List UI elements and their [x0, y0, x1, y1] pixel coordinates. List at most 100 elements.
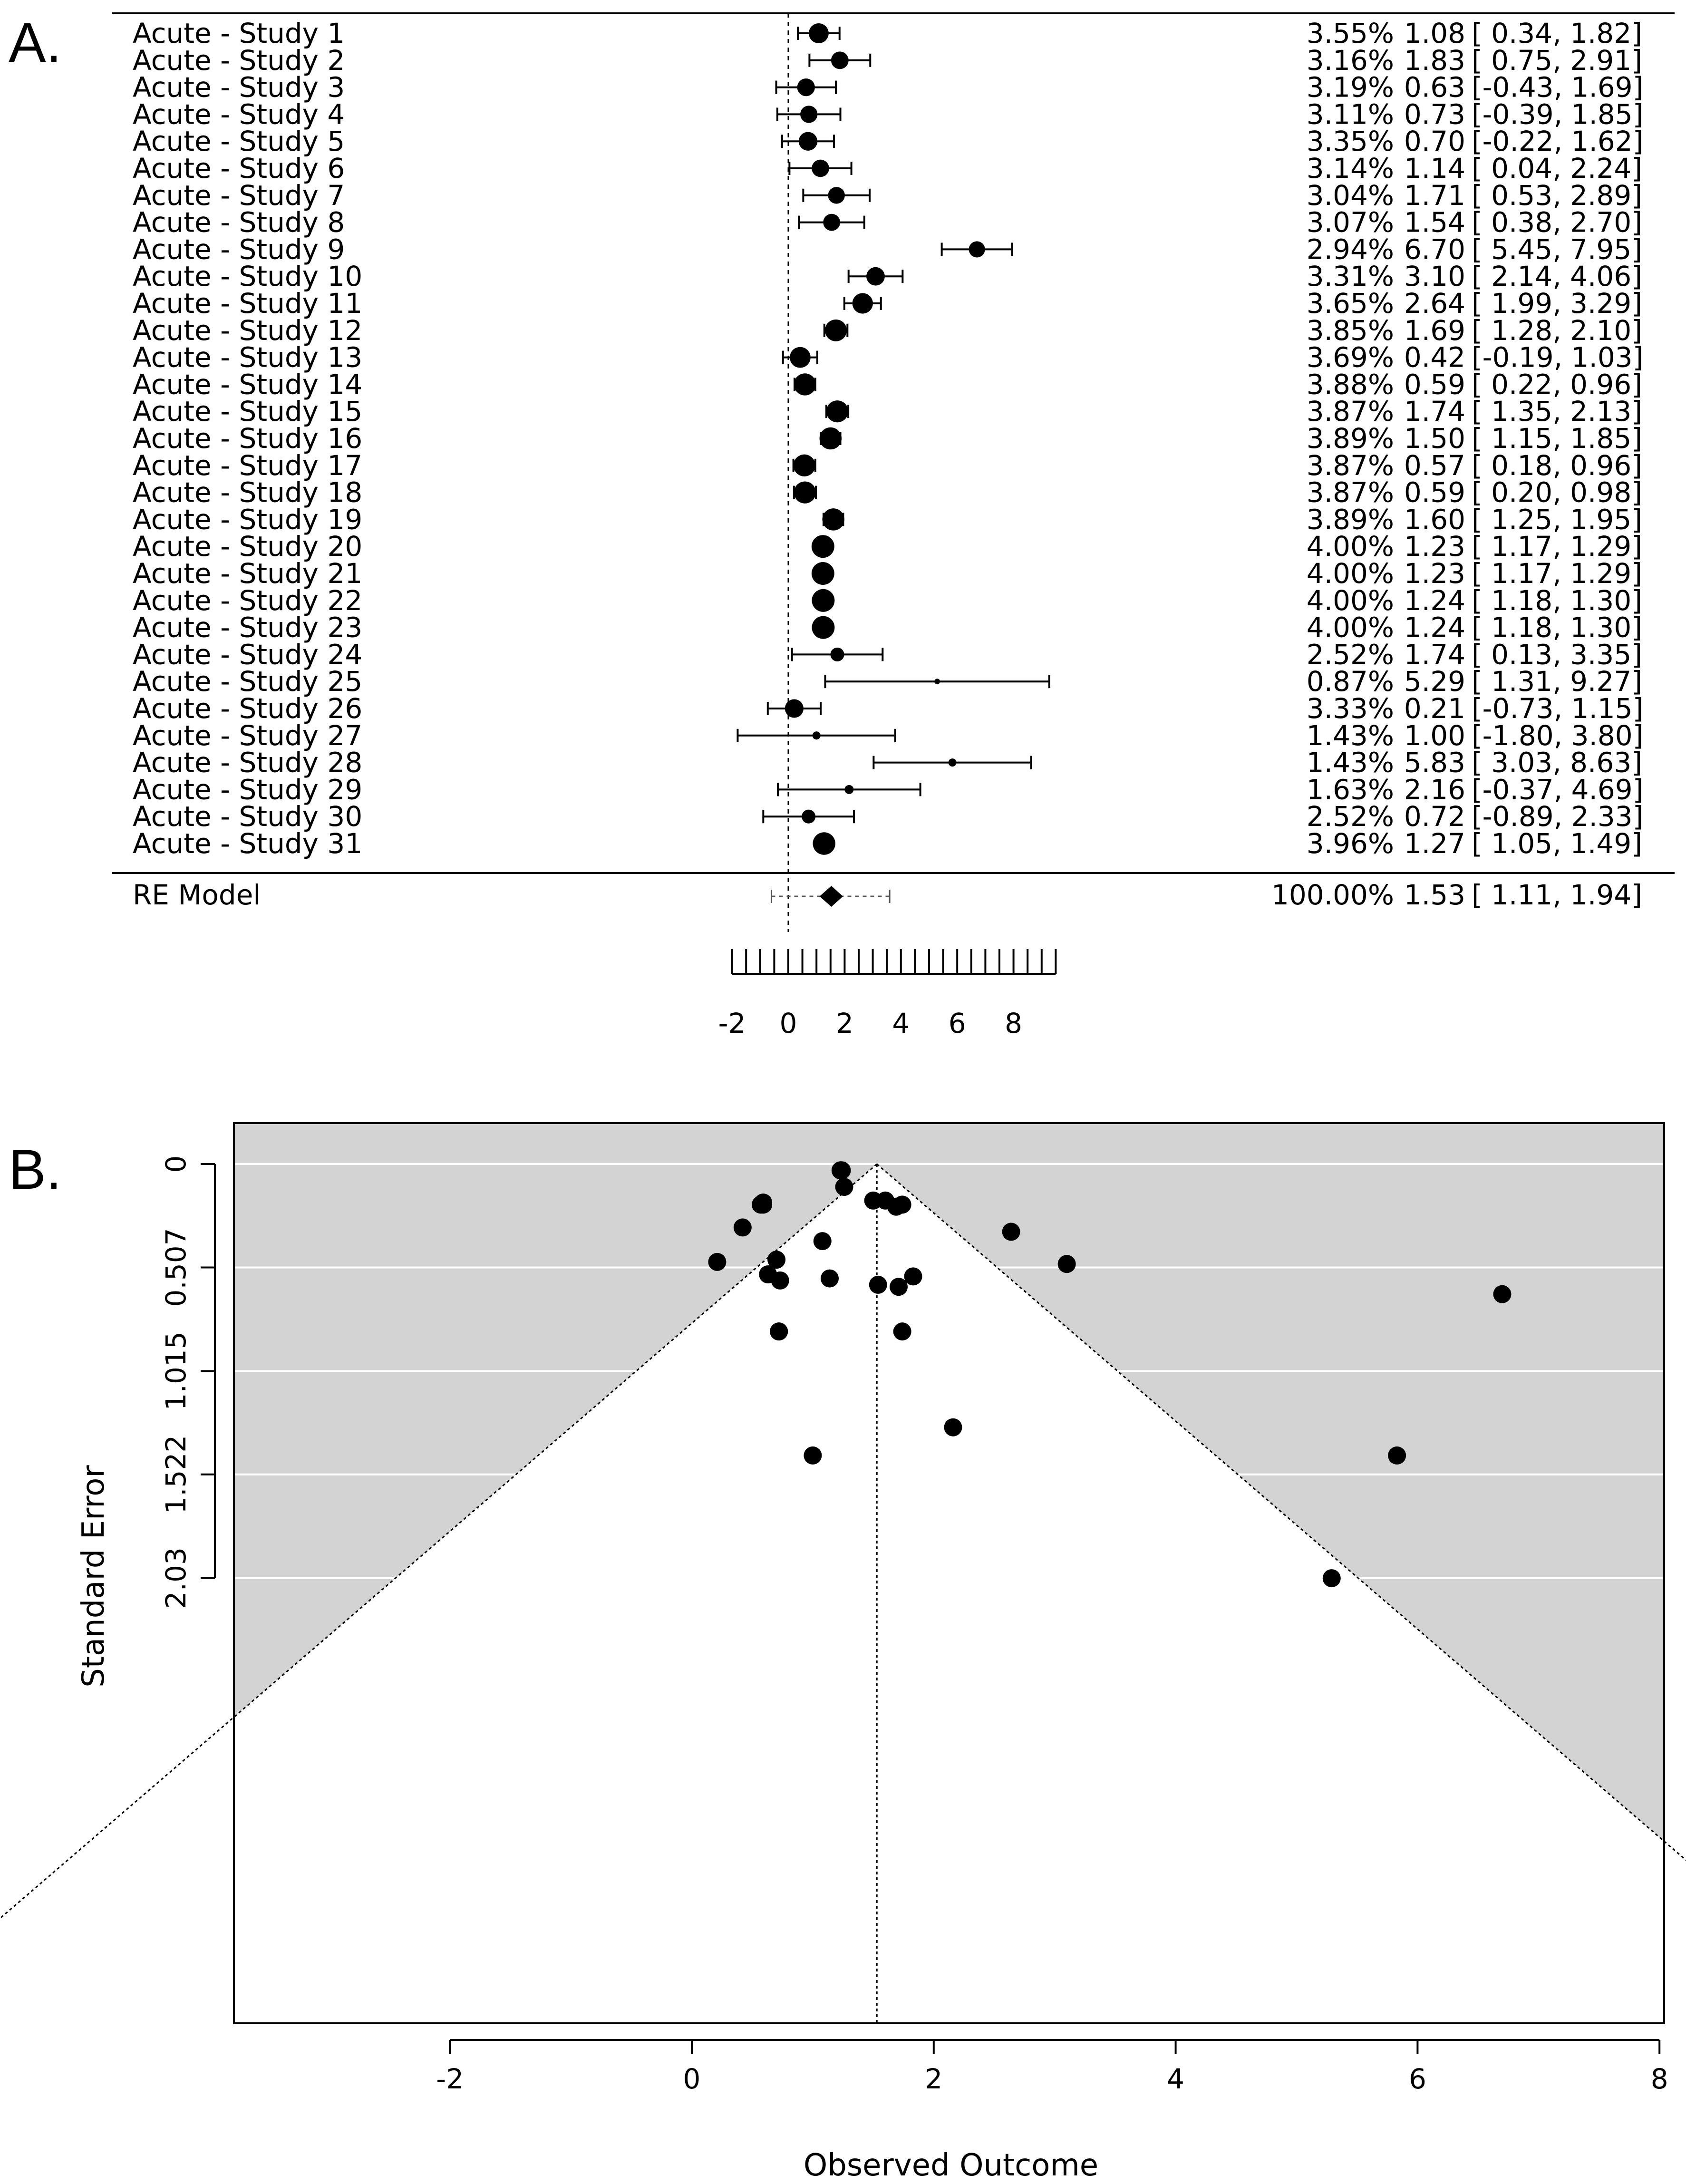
funnel-y-tick-label: 0.507	[160, 1228, 192, 1307]
study-estimate: 1.54	[1404, 206, 1465, 239]
study-ci: [ 1.05, 1.49]	[1472, 827, 1642, 860]
study-label: Acute - Study 5	[133, 125, 345, 157]
forest-row: Acute - Study 21 4.00% 1.23[ 1.17, 1.29]	[133, 557, 1642, 590]
forest-row: Acute - Study 19 3.89% 1.60[ 1.25, 1.95]	[133, 503, 1642, 535]
funnel-y-tick-label: 1.522	[160, 1435, 192, 1514]
forest-row: Acute - Study 8 3.07% 1.54[ 0.38, 2.70]	[133, 206, 1642, 239]
funnel-y-tick-label: 2.03	[160, 1547, 192, 1609]
funnel-x-tick-label: 0	[683, 2063, 701, 2095]
funnel-x-tick-label: 8	[1651, 2063, 1668, 2095]
study-estimate: 1.08	[1404, 17, 1465, 49]
forest-tick-label: 8	[1005, 1007, 1022, 1039]
study-weight: 4.00%	[1307, 557, 1394, 590]
study-weight: 3.89%	[1307, 503, 1394, 535]
study-label: Acute - Study 11	[133, 287, 362, 320]
study-ci: [-0.39, 1.85]	[1472, 98, 1643, 130]
study-point-estimate	[813, 832, 835, 855]
study-estimate: 0.21	[1404, 692, 1465, 725]
forest-row: Acute - Study 18 3.87% 0.59[ 0.20, 0.98]	[133, 476, 1642, 509]
forest-row: Acute - Study 5 3.35% 0.70 [-0.22, 1.62]	[133, 125, 1643, 157]
study-label: Acute - Study 15	[133, 395, 362, 427]
study-weight: 3.16%	[1307, 44, 1394, 77]
funnel-y-tick-label: 0	[160, 1155, 192, 1173]
study-point-estimate	[823, 214, 841, 231]
study-estimate: 1.83	[1404, 44, 1465, 77]
study-estimate: 0.70	[1404, 125, 1465, 157]
forest-row: Acute - Study 6 3.14% 1.14[ 0.04, 2.24]	[133, 152, 1642, 184]
study-ci: [ 1.18, 1.30]	[1472, 584, 1642, 617]
study-label: Acute - Study 2	[133, 44, 345, 77]
study-estimate: 1.00	[1404, 719, 1465, 752]
study-ci: [-0.22, 1.62]	[1472, 125, 1643, 157]
study-ci: [ 0.04, 2.24]	[1472, 152, 1642, 184]
study-ci: [ 2.14, 4.06]	[1472, 260, 1642, 292]
forest-row: Acute - Study 10 3.31% 3.10[ 2.14, 4.06]	[133, 260, 1642, 292]
study-point-estimate	[819, 427, 842, 450]
study-label: Acute - Study 17	[133, 449, 362, 482]
funnel-point	[771, 1271, 789, 1290]
funnel-y-axis: 0 0.507 1.015 1.522 2.03	[160, 1155, 216, 1609]
funnel-point	[893, 1195, 911, 1214]
study-weight: 4.00%	[1307, 530, 1394, 563]
study-label: Acute - Study 14	[133, 368, 362, 400]
study-label: Acute - Study 7	[133, 179, 345, 212]
forest-row: Acute - Study 31 3.96% 1.27[ 1.05, 1.49]	[133, 827, 1642, 860]
study-weight: 4.00%	[1307, 612, 1394, 644]
study-estimate: 1.24	[1404, 612, 1465, 644]
study-label: Acute - Study 12	[133, 314, 362, 347]
forest-tick-label: 2	[836, 1007, 853, 1039]
forest-summary-row: RE Model 100.00% 1.53 [ 1.11, 1.94]	[133, 879, 1642, 911]
study-ci: [ 0.20, 0.98]	[1472, 476, 1642, 509]
study-estimate: 1.50	[1404, 422, 1465, 455]
study-estimate: 1.27	[1404, 827, 1465, 860]
funnel-point	[904, 1267, 922, 1286]
study-estimate: 1.23	[1404, 530, 1465, 563]
study-weight: 1.63%	[1307, 773, 1394, 806]
study-label: Acute - Study 18	[133, 476, 362, 509]
funnel-point	[1057, 1255, 1076, 1273]
forest-row: Acute - Study 24 2.52% 1.74[ 0.13, 3.35]	[133, 638, 1642, 670]
funnel-y-tick-label: 1.015	[160, 1331, 192, 1410]
study-ci: [ 0.75, 2.91]	[1472, 44, 1642, 77]
study-label: Acute - Study 13	[133, 341, 362, 374]
study-weight: 3.87%	[1307, 449, 1394, 482]
study-estimate: 5.29	[1404, 665, 1465, 698]
study-point-estimate	[844, 785, 854, 794]
study-estimate: 1.74	[1404, 395, 1465, 427]
summary-diamond	[819, 886, 843, 907]
funnel-point	[893, 1322, 911, 1341]
study-weight: 2.52%	[1307, 638, 1394, 670]
study-estimate: 1.23	[1404, 557, 1465, 590]
study-label: Acute - Study 10	[133, 260, 362, 292]
study-label: Acute - Study 28	[133, 747, 362, 779]
study-ci: [ 1.25, 1.95]	[1472, 503, 1642, 535]
funnel-point	[833, 1161, 851, 1180]
study-ci: [ 0.53, 2.89]	[1472, 179, 1642, 212]
study-label: Acute - Study 8	[133, 206, 345, 239]
study-estimate: 2.64	[1404, 287, 1465, 320]
study-point-estimate	[794, 481, 816, 504]
forest-row: Acute - Study 15 3.87% 1.74[ 1.35, 2.13]	[133, 395, 1642, 427]
funnel-point	[733, 1218, 752, 1237]
forest-row: Acute - Study 26 3.33% 0.21 [-0.73, 1.15]	[133, 692, 1643, 725]
study-ci: [ 5.45, 7.95]	[1472, 233, 1642, 265]
study-weight: 3.04%	[1307, 179, 1394, 212]
study-ci: [ 1.17, 1.29]	[1472, 557, 1642, 590]
forest-row: Acute - Study 4 3.11% 0.73 [-0.39, 1.85]	[133, 98, 1643, 130]
funnel-left-bound	[0, 1163, 878, 1920]
study-ci: [ 1.35, 2.13]	[1472, 395, 1642, 427]
study-label: Acute - Study 30	[133, 800, 362, 833]
study-label: Acute - Study 21	[133, 557, 362, 590]
study-ci: [ 1.18, 1.30]	[1472, 612, 1642, 644]
funnel-x-tick-label: 6	[1409, 2063, 1426, 2095]
forest-row: Acute - Study 30 2.52% 0.72 [-0.89, 2.33]	[133, 800, 1643, 833]
study-label: Acute - Study 16	[133, 422, 362, 455]
study-estimate: 3.10	[1404, 260, 1465, 292]
study-point-estimate	[830, 647, 844, 661]
funnel-point	[1388, 1446, 1406, 1465]
funnel-point	[821, 1269, 839, 1288]
study-estimate: 1.74	[1404, 638, 1465, 670]
study-label: Acute - Study 23	[133, 612, 362, 644]
study-weight: 3.19%	[1307, 71, 1394, 104]
